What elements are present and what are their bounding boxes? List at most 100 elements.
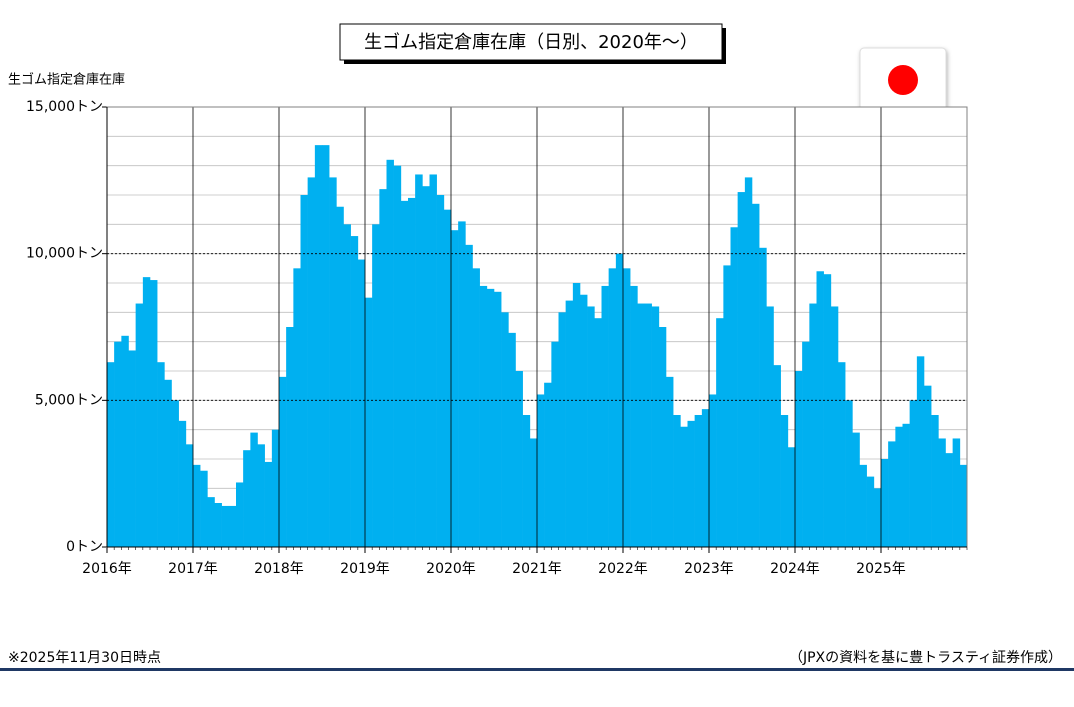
bar xyxy=(601,285,609,547)
bar xyxy=(673,415,681,547)
bar xyxy=(135,303,144,547)
bar xyxy=(257,444,265,547)
y-tick-label: 0トン xyxy=(66,539,103,555)
bar xyxy=(572,283,581,547)
bar xyxy=(773,365,781,547)
bar xyxy=(594,318,602,547)
bar xyxy=(171,400,179,547)
bar xyxy=(107,362,115,547)
y-tick-label: 15,000トン xyxy=(26,99,103,115)
bar xyxy=(838,362,846,547)
bar xyxy=(916,356,925,547)
bar xyxy=(823,274,832,547)
bar xyxy=(709,394,717,547)
bar xyxy=(945,453,953,547)
x-tick-label: 2023年 xyxy=(684,561,734,577)
bar xyxy=(479,285,488,547)
bar xyxy=(687,420,695,547)
bar xyxy=(400,200,409,547)
bar xyxy=(780,415,789,547)
bar xyxy=(501,312,509,547)
bar xyxy=(787,447,796,547)
bar xyxy=(895,426,903,547)
bar xyxy=(666,376,674,547)
bar xyxy=(236,482,244,547)
bar xyxy=(157,362,165,547)
footnote: ※2025年11月30日時点 xyxy=(8,650,161,666)
flag-icon xyxy=(859,47,947,113)
bar xyxy=(379,189,387,547)
bar xyxy=(881,459,889,547)
x-tick-label: 2020年 xyxy=(426,561,476,577)
bar xyxy=(415,174,423,547)
bar xyxy=(723,265,731,547)
bar xyxy=(207,497,215,547)
bar xyxy=(193,464,201,547)
bar xyxy=(694,415,703,547)
x-tick-label: 2024年 xyxy=(770,561,820,577)
bar xyxy=(558,312,566,547)
bar xyxy=(142,277,151,547)
bar xyxy=(637,303,645,547)
bar xyxy=(228,505,237,547)
bar xyxy=(350,236,359,548)
bar xyxy=(909,400,918,547)
bar xyxy=(752,203,760,548)
bar xyxy=(845,400,853,547)
bar xyxy=(802,341,810,547)
bar xyxy=(630,285,638,547)
bar xyxy=(178,420,187,547)
bar xyxy=(214,503,222,547)
bar xyxy=(866,476,875,547)
bar xyxy=(623,268,631,547)
bar xyxy=(959,464,968,547)
bar xyxy=(680,426,688,547)
bar xyxy=(314,145,323,547)
bar xyxy=(766,306,774,547)
bar xyxy=(422,186,430,547)
bar xyxy=(551,341,559,547)
bar xyxy=(508,332,516,547)
bar xyxy=(737,192,746,548)
bar xyxy=(809,303,817,547)
bar xyxy=(701,409,710,547)
bar xyxy=(494,291,502,547)
bar xyxy=(185,444,194,547)
x-tick-label: 2019年 xyxy=(340,561,390,577)
bar xyxy=(938,438,946,547)
bar xyxy=(336,206,344,547)
y-tick-label: 10,000トン xyxy=(26,246,103,262)
bar xyxy=(243,450,251,547)
bar xyxy=(580,294,588,547)
flag-disc xyxy=(888,65,918,95)
bar xyxy=(565,300,574,547)
bar xyxy=(902,423,910,547)
bar xyxy=(924,385,932,547)
bar xyxy=(128,350,136,547)
bar xyxy=(286,327,294,547)
bar xyxy=(644,303,652,547)
bar xyxy=(386,159,394,548)
bar xyxy=(271,429,280,547)
bar xyxy=(587,306,595,547)
bar xyxy=(651,306,660,547)
bar xyxy=(393,165,402,547)
bar xyxy=(408,197,416,547)
bar xyxy=(121,335,129,547)
bar xyxy=(329,177,337,547)
x-tick-label: 2025年 xyxy=(856,561,906,577)
bar xyxy=(451,230,459,547)
bar xyxy=(544,382,552,547)
bar xyxy=(816,271,824,547)
plot-area: 2016年 2017年 2018年 2019年 2020年 2021年 2022年 2023年… xyxy=(26,99,968,577)
bar xyxy=(293,268,301,547)
bar xyxy=(436,195,445,547)
bar xyxy=(658,327,667,547)
bar xyxy=(529,438,538,547)
bar xyxy=(150,280,158,547)
bar xyxy=(372,224,380,548)
y-tick-label: 5,000トン xyxy=(35,392,103,408)
bar xyxy=(458,221,466,547)
bar xyxy=(830,306,839,547)
